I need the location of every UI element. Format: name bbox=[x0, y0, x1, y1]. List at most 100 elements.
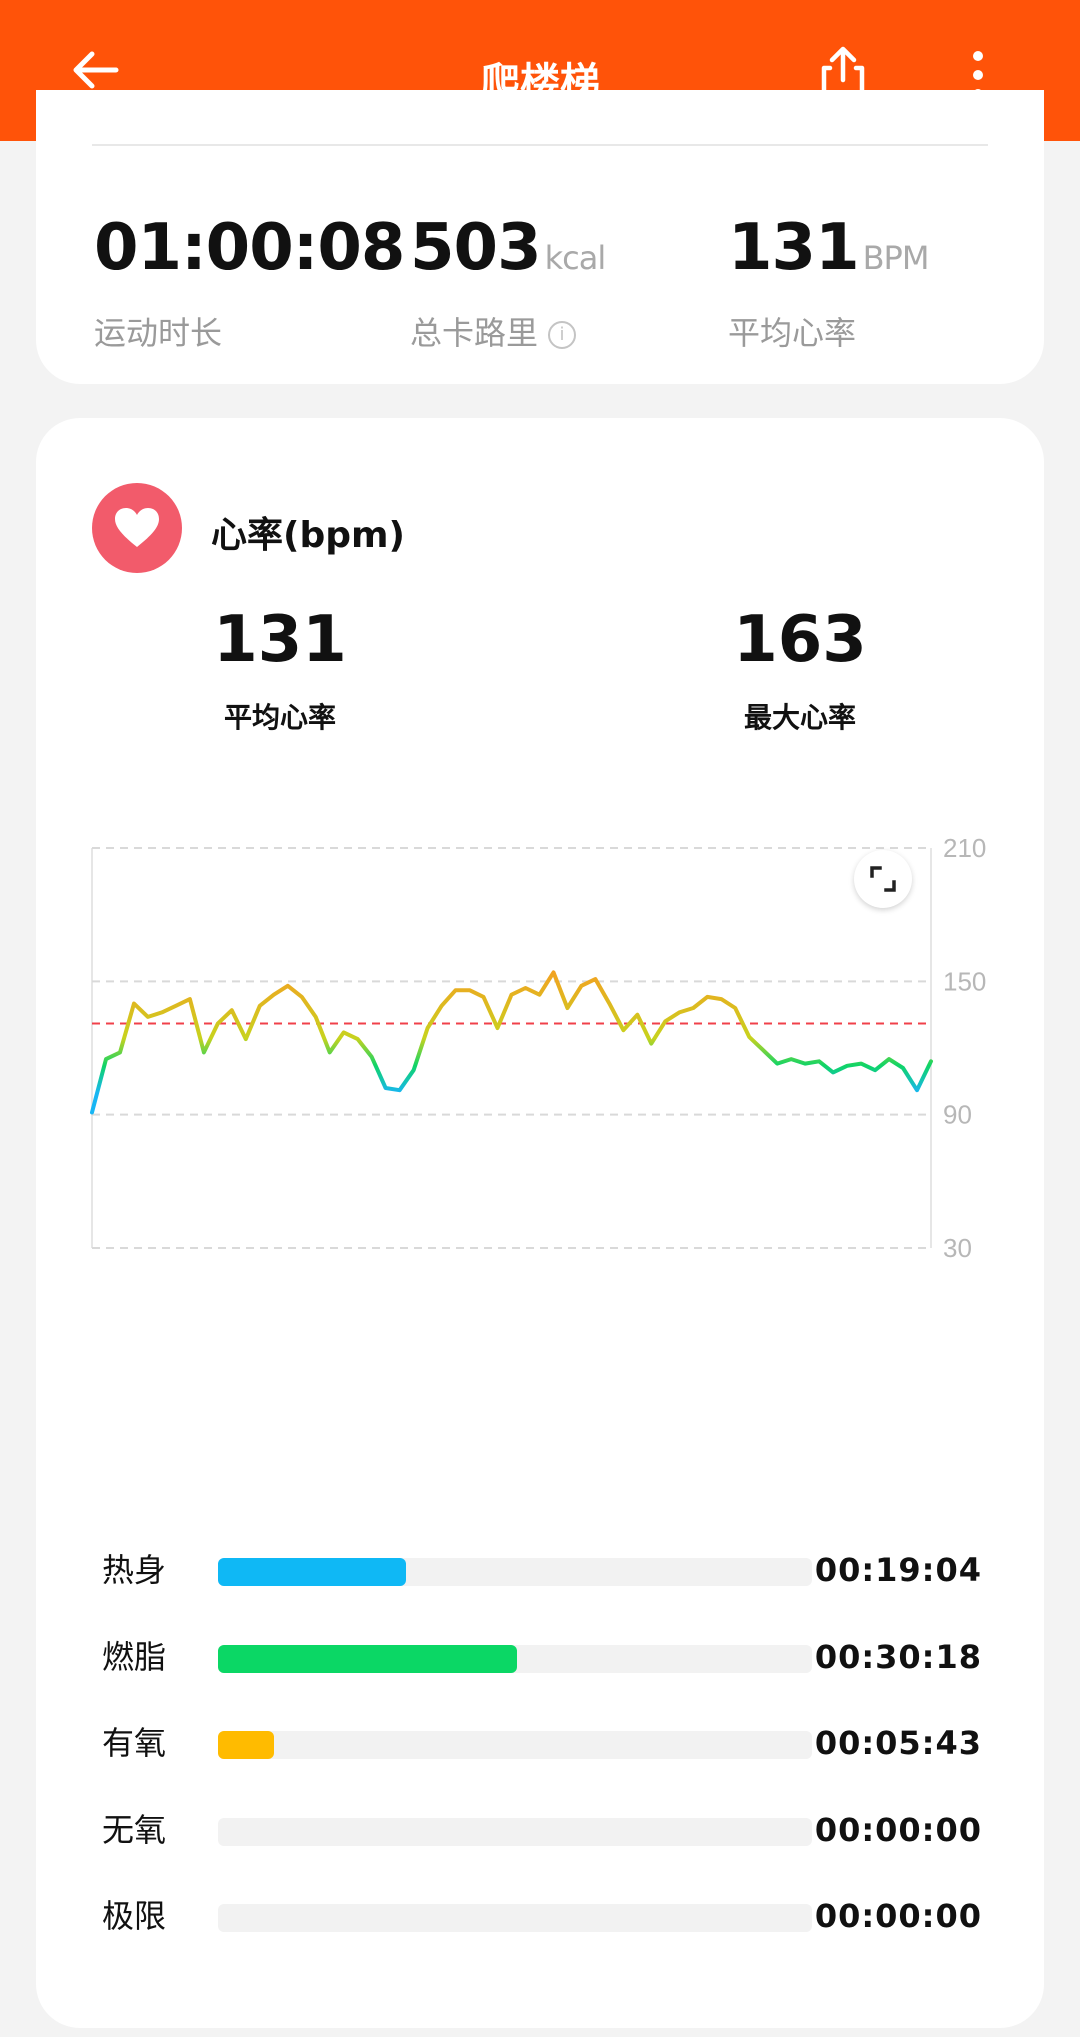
heart-rate-point bbox=[174, 1004, 178, 1008]
heart-rate-point bbox=[258, 1004, 262, 1008]
heart-rate-point bbox=[803, 1062, 807, 1066]
avg-hr-big-value: 131 bbox=[213, 603, 347, 677]
heart-rate-point bbox=[831, 1070, 835, 1074]
heart-rate-point bbox=[761, 1048, 765, 1052]
heart-rate-point bbox=[216, 1022, 220, 1026]
heart-rate-point bbox=[230, 1008, 234, 1012]
heart-rate-point bbox=[202, 1050, 206, 1054]
heart-rate-point bbox=[607, 1002, 611, 1006]
avg-hr-stat: 131 BPM 平均心率 bbox=[728, 216, 930, 354]
y-tick-label: 150 bbox=[943, 966, 986, 996]
summary-card: 01:00:08 运动时长 503 kcal 总卡路里 i 131 BPM 平均心率 bbox=[36, 90, 1044, 384]
hr-zone-row: 有氧 00:05:43 bbox=[102, 1723, 982, 1763]
avg-hr-unit: BPM bbox=[862, 239, 930, 277]
info-icon[interactable]: i bbox=[548, 321, 577, 349]
hr-zone-track bbox=[218, 1904, 812, 1932]
max-hr-value: 163 bbox=[733, 603, 867, 677]
heart-rate-point bbox=[524, 986, 527, 990]
duration-stat: 01:00:08 运动时长 bbox=[94, 216, 405, 354]
heart-rate-point bbox=[496, 1026, 499, 1030]
avg-hr-value: 131 bbox=[728, 211, 860, 285]
heart-rate-point bbox=[412, 1068, 416, 1072]
heart-rate-point bbox=[188, 997, 192, 1001]
heart-rate-point bbox=[789, 1057, 793, 1061]
heart-rate-point bbox=[482, 995, 485, 999]
heart-rate-point bbox=[649, 1042, 653, 1046]
heart-rate-point bbox=[356, 1037, 360, 1041]
heart-rate-point bbox=[384, 1086, 388, 1090]
hr-zone-name: 极限 bbox=[102, 1897, 167, 1935]
heart-rate-point bbox=[705, 995, 709, 999]
hr-zone-time: 00:00:00 bbox=[814, 1897, 982, 1935]
heart-rate-point bbox=[454, 988, 458, 992]
heart-rate-card: 心率(bpm) 131 平均心率 163 最大心率 210 150 90 30 00:… bbox=[36, 418, 1044, 2028]
hr-zone-track bbox=[218, 1558, 812, 1586]
heart-rate-point bbox=[747, 1035, 751, 1039]
max-hr-label: 最大心率 bbox=[743, 701, 856, 734]
hr-zone-name: 有氧 bbox=[102, 1724, 167, 1762]
heart-rate-point bbox=[90, 1110, 94, 1114]
hr-zone-fill bbox=[218, 1644, 518, 1673]
avg-hr-label: 平均心率 bbox=[728, 314, 857, 352]
heart-icon bbox=[115, 508, 159, 547]
heart-rate-point bbox=[426, 1026, 430, 1030]
avg-hr-big-label: 平均心率 bbox=[223, 701, 336, 734]
calories-unit: kcal bbox=[544, 239, 607, 277]
heart-rate-point bbox=[244, 1037, 248, 1041]
calories-label: 总卡路里 bbox=[410, 314, 539, 352]
y-tick-label: 210 bbox=[943, 833, 986, 863]
heart-rate-point bbox=[538, 993, 541, 997]
heart-rate-point bbox=[328, 1050, 332, 1054]
heart-rate-point bbox=[775, 1062, 779, 1066]
divider bbox=[92, 144, 988, 146]
heart-rate-point bbox=[272, 993, 276, 997]
heart-rate-point bbox=[677, 1010, 681, 1014]
heart-rate-point bbox=[579, 984, 583, 988]
heart-rate-point bbox=[901, 1066, 905, 1070]
calories-stat: 503 kcal 总卡路里 i bbox=[410, 216, 607, 354]
hr-zone-time: 00:05:43 bbox=[814, 1724, 982, 1762]
heart-rate-point bbox=[552, 970, 555, 974]
heart-rate-point bbox=[915, 1088, 919, 1092]
heart-rate-point bbox=[929, 1059, 933, 1063]
heart-rate-point bbox=[635, 1013, 639, 1017]
heart-rate-point bbox=[468, 988, 472, 992]
y-tick-label: 90 bbox=[943, 1100, 972, 1130]
heart-rate-point bbox=[719, 997, 723, 1001]
heart-rate-point bbox=[314, 1015, 318, 1019]
heart-rate-point bbox=[691, 1006, 695, 1010]
heart-rate-point bbox=[104, 1057, 108, 1061]
heart-rate-point bbox=[510, 993, 513, 997]
hr-zone-name: 无氧 bbox=[102, 1810, 167, 1849]
hr-zone-name: 燃脂 bbox=[102, 1637, 167, 1676]
y-tick-label: 30 bbox=[943, 1233, 972, 1263]
hr-zone-time: 00:30:18 bbox=[814, 1637, 982, 1676]
hr-zone-fill bbox=[218, 1731, 275, 1759]
heart-rate-title: 心率(bpm) bbox=[211, 515, 405, 556]
heart-rate-point bbox=[621, 1028, 625, 1032]
heart-rate-point bbox=[873, 1068, 877, 1072]
heart-rate-point bbox=[859, 1062, 863, 1066]
hr-zone-fill bbox=[218, 1558, 407, 1586]
expand-chart-button[interactable] bbox=[854, 850, 912, 908]
duration-label: 运动时长 bbox=[94, 314, 223, 352]
heart-rate-point bbox=[146, 1015, 150, 1019]
back-button[interactable] bbox=[66, 45, 126, 95]
hr-zone-track bbox=[218, 1817, 812, 1846]
hr-zone-time: 00:19:04 bbox=[814, 1551, 982, 1589]
heart-rate-point bbox=[593, 977, 597, 981]
hr-zone-row: 无氧 00:00:00 bbox=[102, 1810, 982, 1850]
heart-rate-point bbox=[342, 1030, 346, 1034]
hr-zone-row: 热身 00:19:04 bbox=[102, 1550, 982, 1590]
calories-value: 503 bbox=[410, 211, 542, 285]
heart-rate-point bbox=[132, 1002, 136, 1006]
expand-icon bbox=[870, 866, 896, 892]
heart-rate-point bbox=[160, 1010, 164, 1014]
heart-rate-point bbox=[887, 1057, 891, 1061]
heart-rate-point bbox=[817, 1059, 821, 1063]
hr-zone-row: 燃脂 00:30:18 bbox=[102, 1637, 982, 1677]
hr-zone-track bbox=[218, 1731, 812, 1759]
heart-rate-point bbox=[663, 1019, 667, 1023]
hr-zone-row: 极限 00:00:00 bbox=[102, 1896, 982, 1936]
